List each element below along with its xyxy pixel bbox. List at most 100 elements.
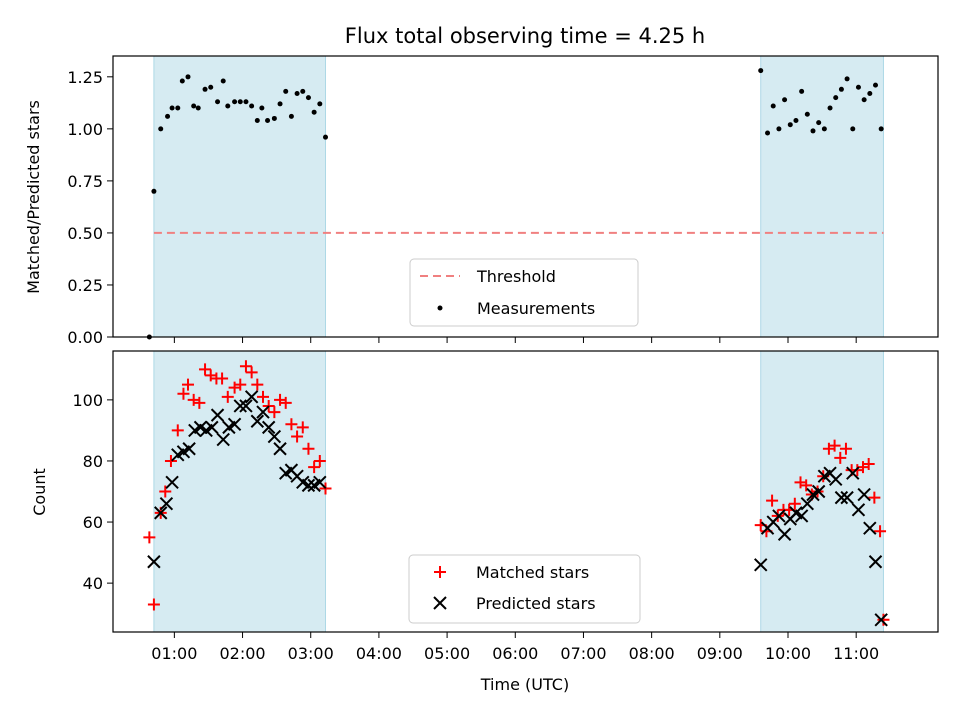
predicted-star-point: [239, 399, 253, 413]
measurement-point: [765, 130, 771, 136]
chart-title: Flux total observing time = 4.25 h: [345, 24, 705, 48]
predicted-star-point: [233, 399, 247, 413]
predicted-star-point: [313, 475, 327, 490]
predicted-star-point: [147, 555, 161, 569]
bottom-y-ticks: 40 60 80 100: [72, 391, 113, 593]
bottom-panel: 40 60 80 100 01:00 02:00 03:00 04:00 05:00 06:00…: [30, 350, 939, 694]
predicted-star-point: [851, 503, 866, 517]
matched-star-point: [788, 497, 801, 510]
matched-star-point: [313, 454, 326, 467]
bottom-y-axis-label: Count: [30, 468, 49, 516]
y-tick-label: 60: [83, 513, 103, 532]
x-tick-label: 05:00: [424, 644, 470, 663]
x-tick-label: 04:00: [356, 644, 402, 663]
y-tick-label: 80: [83, 452, 103, 471]
predicted-star-point: [154, 506, 168, 520]
measurement-point: [311, 109, 317, 115]
predicted-star-point: [846, 466, 860, 480]
predicted-star-point: [216, 432, 230, 447]
measurements-legend-swatch: [437, 305, 443, 311]
measurement-point: [782, 97, 788, 103]
predicted-legend-label: Predicted stars: [476, 594, 596, 613]
predicted-star-point: [244, 390, 259, 404]
predicted-star-point: [829, 472, 843, 486]
predicted-star-point: [834, 490, 849, 505]
measurement-point: [179, 78, 185, 84]
matched-star-point: [164, 454, 177, 467]
matched-star-point: [257, 390, 269, 403]
x-tick-label: 08:00: [629, 644, 675, 663]
matched-star-point: [285, 418, 298, 431]
measurement-point: [254, 118, 260, 124]
measurement-point: [323, 134, 328, 140]
matched-star-point: [828, 439, 841, 452]
x-tick-label: 06:00: [492, 644, 538, 663]
matched-star-point: [874, 525, 887, 538]
matched-star-point: [862, 458, 875, 471]
matched-star-point: [177, 387, 190, 400]
top-y-axis-label: Matched/Predicted stars: [24, 100, 43, 294]
measurement-point: [844, 76, 850, 82]
predicted-star-point: [868, 555, 883, 569]
predicted-star-point: [754, 558, 768, 572]
measurement-point: [243, 99, 249, 105]
predicted-star-point: [267, 429, 282, 444]
measurement-point: [776, 126, 782, 132]
matched-star-point: [147, 598, 160, 611]
predicted-stars-points: [147, 390, 888, 627]
top-y-ticks: 0.00 0.25 0.50 0.75 1.00 1.25: [67, 68, 113, 347]
measurement-point: [191, 103, 197, 109]
predicted-star-point: [273, 442, 287, 456]
measurement-point: [225, 103, 231, 109]
measurement-point: [294, 90, 300, 96]
matched-star-point: [834, 451, 847, 464]
predicted-star-point: [800, 497, 815, 511]
measurement-point: [758, 68, 764, 74]
matched-star-point: [291, 430, 304, 443]
matched-star-point: [193, 396, 206, 409]
x-tick-label: 10:00: [765, 644, 811, 663]
top-axes-frame: [112, 55, 939, 338]
y-tick-label: 100: [72, 391, 103, 410]
bottom-legend: Matched stars Predicted stars: [408, 554, 641, 624]
matched-star-point: [868, 491, 881, 504]
measurement-point: [799, 88, 805, 94]
measurement-point: [787, 122, 793, 128]
matched-star-point: [766, 494, 779, 507]
matched-star-point: [800, 479, 813, 492]
bottom-axes-frame: [112, 350, 939, 633]
measurement-point: [202, 86, 208, 92]
matched-legend-swatch: [434, 566, 446, 578]
x-tick-label: 09:00: [697, 644, 743, 663]
predicted-legend-swatch: [433, 596, 447, 610]
measurement-point: [804, 111, 810, 117]
measurement-point: [165, 113, 171, 119]
y-tick-label: 0.00: [67, 328, 103, 347]
measurement-point: [878, 126, 884, 132]
measurement-point: [300, 88, 306, 94]
x-tick-label: 02:00: [219, 644, 265, 663]
matched-star-point: [182, 378, 194, 391]
measurement-point: [158, 126, 164, 132]
matched-star-point: [221, 390, 234, 403]
measurement-point: [867, 90, 873, 96]
predicted-star-point: [840, 490, 854, 505]
top-legend-box: [409, 258, 639, 327]
predicted-star-point: [777, 527, 792, 541]
measurement-point: [305, 95, 311, 101]
y-tick-label: 40: [83, 574, 103, 593]
observing-window: [153, 55, 326, 338]
y-tick-label: 0.75: [67, 172, 103, 191]
predicted-star-point: [794, 509, 809, 523]
bottom-legend-box: [408, 554, 641, 624]
measurement-point: [195, 105, 201, 111]
measurement-point: [283, 88, 289, 94]
measurement-point: [855, 84, 861, 90]
measurement-point: [185, 74, 191, 80]
measurement-point: [816, 120, 822, 126]
top-x-ticks: [173, 337, 857, 343]
predicted-star-point: [182, 442, 196, 456]
measurement-point: [277, 101, 283, 107]
measurement-point: [220, 78, 226, 84]
predicted-star-point: [165, 475, 179, 490]
